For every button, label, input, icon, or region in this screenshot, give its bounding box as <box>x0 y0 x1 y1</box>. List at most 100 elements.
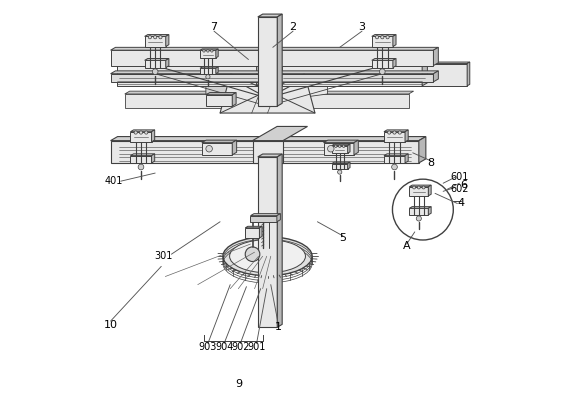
Polygon shape <box>250 214 280 216</box>
Polygon shape <box>232 140 236 155</box>
Circle shape <box>416 216 421 221</box>
Polygon shape <box>166 59 169 68</box>
Polygon shape <box>259 47 263 66</box>
Polygon shape <box>250 216 277 222</box>
Polygon shape <box>277 74 433 82</box>
Polygon shape <box>145 59 169 60</box>
Circle shape <box>134 131 137 134</box>
Circle shape <box>387 131 391 134</box>
Polygon shape <box>324 143 354 155</box>
Polygon shape <box>263 63 467 86</box>
Text: 903: 903 <box>199 343 217 352</box>
Circle shape <box>422 186 425 189</box>
Text: 4: 4 <box>458 199 465 208</box>
Text: 5: 5 <box>339 233 347 243</box>
Text: 1: 1 <box>274 322 282 332</box>
Text: 602: 602 <box>450 184 468 194</box>
Text: 9: 9 <box>235 379 242 389</box>
Polygon shape <box>145 35 169 36</box>
Circle shape <box>211 50 213 52</box>
Polygon shape <box>393 59 396 68</box>
Polygon shape <box>409 207 431 208</box>
Polygon shape <box>277 50 433 66</box>
Polygon shape <box>130 155 152 163</box>
Polygon shape <box>259 71 263 82</box>
Polygon shape <box>253 127 308 141</box>
Circle shape <box>381 35 384 39</box>
Polygon shape <box>422 61 428 86</box>
Ellipse shape <box>223 237 312 276</box>
Text: 601: 601 <box>450 172 468 182</box>
Circle shape <box>245 247 260 262</box>
Polygon shape <box>202 140 236 143</box>
Polygon shape <box>263 62 470 63</box>
Polygon shape <box>152 130 154 142</box>
Polygon shape <box>257 61 262 86</box>
Circle shape <box>159 35 162 39</box>
Circle shape <box>328 145 334 152</box>
Circle shape <box>343 145 345 147</box>
Polygon shape <box>324 140 358 143</box>
Polygon shape <box>419 137 426 163</box>
Polygon shape <box>372 59 396 60</box>
Polygon shape <box>258 157 277 327</box>
Polygon shape <box>433 47 439 66</box>
Polygon shape <box>125 91 414 94</box>
Polygon shape <box>428 185 431 196</box>
Polygon shape <box>206 92 236 95</box>
Circle shape <box>379 69 385 74</box>
Polygon shape <box>166 35 169 46</box>
Polygon shape <box>267 82 328 102</box>
Text: 301: 301 <box>154 251 172 261</box>
Polygon shape <box>384 132 405 142</box>
Polygon shape <box>332 146 348 153</box>
Polygon shape <box>111 74 259 82</box>
Polygon shape <box>348 144 350 153</box>
Polygon shape <box>332 164 348 169</box>
Polygon shape <box>259 226 262 238</box>
Polygon shape <box>125 94 409 108</box>
Polygon shape <box>467 62 470 86</box>
Polygon shape <box>372 35 396 36</box>
Circle shape <box>391 164 397 170</box>
Polygon shape <box>200 68 216 74</box>
Polygon shape <box>111 50 259 66</box>
Polygon shape <box>428 207 431 215</box>
Circle shape <box>206 145 212 152</box>
Polygon shape <box>384 155 405 163</box>
Polygon shape <box>245 228 259 238</box>
Polygon shape <box>282 61 428 63</box>
Polygon shape <box>200 49 218 50</box>
Polygon shape <box>216 49 218 58</box>
Polygon shape <box>130 154 154 155</box>
Circle shape <box>393 131 396 134</box>
Polygon shape <box>405 154 408 163</box>
Polygon shape <box>130 132 152 142</box>
Polygon shape <box>277 47 439 50</box>
Text: A: A <box>403 241 410 251</box>
Polygon shape <box>258 14 282 17</box>
Text: 8: 8 <box>428 158 435 168</box>
Circle shape <box>154 35 157 39</box>
Circle shape <box>339 145 341 147</box>
Circle shape <box>145 131 148 134</box>
Text: 10: 10 <box>103 320 118 330</box>
Circle shape <box>139 131 142 134</box>
Polygon shape <box>354 140 358 155</box>
Circle shape <box>398 131 401 134</box>
Polygon shape <box>253 141 283 163</box>
Polygon shape <box>117 61 262 63</box>
Polygon shape <box>111 71 263 74</box>
Polygon shape <box>433 71 439 82</box>
Text: 901: 901 <box>247 343 266 352</box>
Polygon shape <box>409 185 431 187</box>
Polygon shape <box>145 60 166 68</box>
Text: 2: 2 <box>289 22 297 32</box>
Text: 902: 902 <box>231 343 250 352</box>
Text: 7: 7 <box>211 22 218 32</box>
Polygon shape <box>206 95 232 106</box>
Polygon shape <box>277 154 282 327</box>
Polygon shape <box>111 137 426 141</box>
Polygon shape <box>332 144 350 146</box>
Polygon shape <box>372 36 393 46</box>
